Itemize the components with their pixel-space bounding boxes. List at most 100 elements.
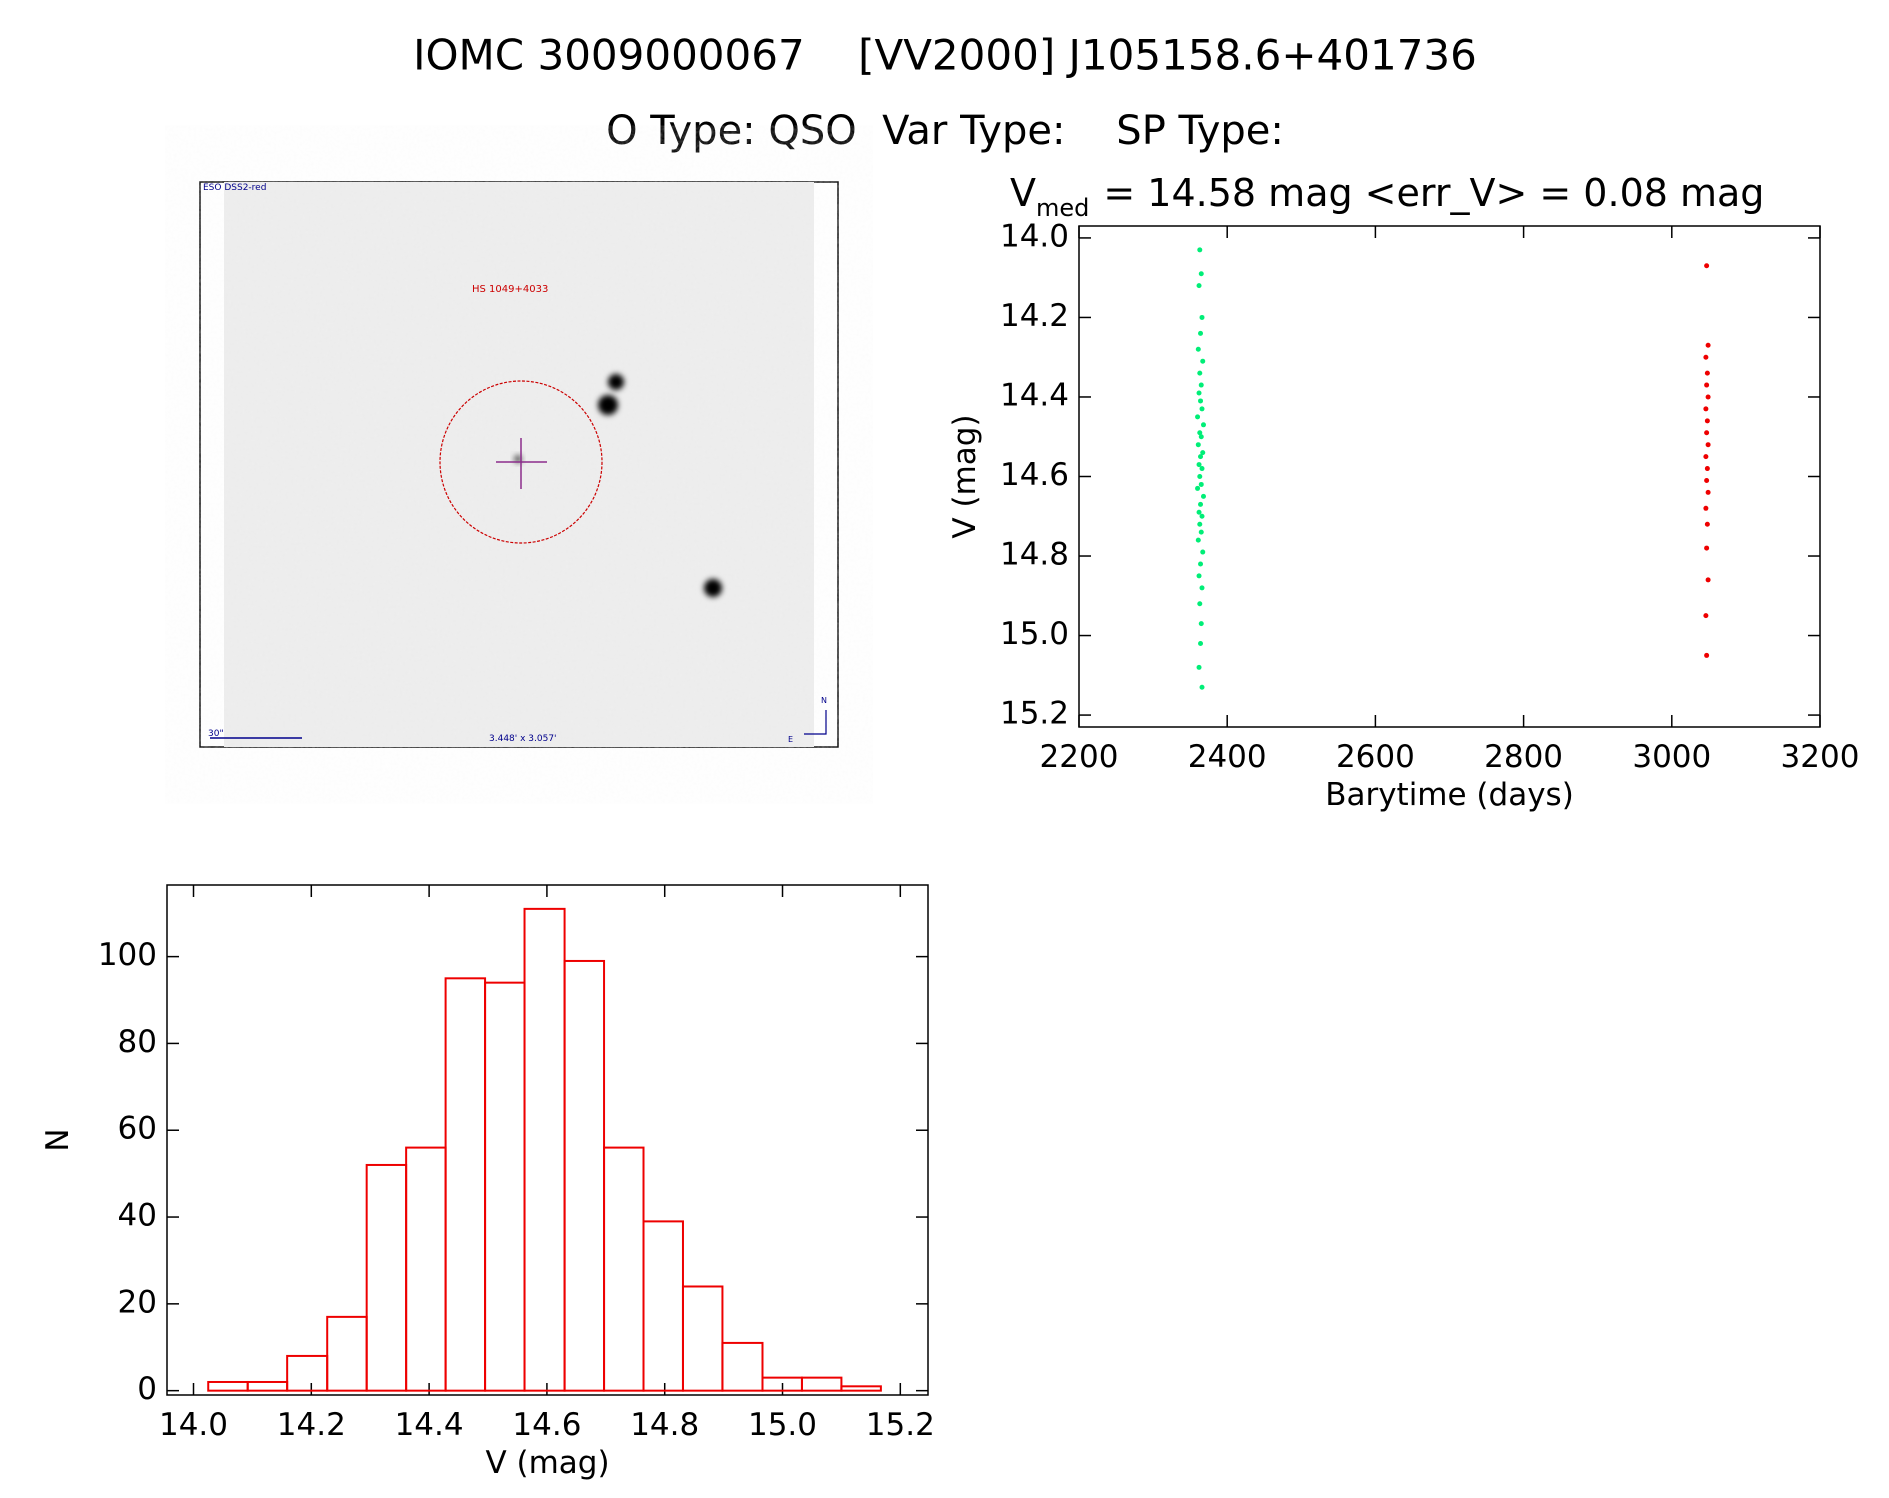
data-point xyxy=(1199,314,1205,320)
data-point xyxy=(1703,505,1709,511)
x-tick-label: 15.0 xyxy=(748,1407,817,1443)
data-point xyxy=(1199,406,1205,412)
data-point xyxy=(1198,501,1204,507)
histogram-bar xyxy=(365,1163,408,1392)
data-point xyxy=(1199,684,1205,690)
data-point xyxy=(1199,466,1205,472)
data-point xyxy=(1704,382,1710,388)
plot-frame xyxy=(1078,225,1821,728)
scale-label: 30" xyxy=(208,729,224,739)
y-tick-label: 14.0 xyxy=(1000,218,1069,254)
data-point xyxy=(1705,342,1711,348)
histogram-bar xyxy=(721,1341,764,1392)
data-point xyxy=(1704,418,1710,424)
data-point xyxy=(1703,406,1709,412)
title-rest: = 14.58 mag <err_V> = 0.08 mag xyxy=(1103,171,1764,215)
data-point xyxy=(1704,466,1710,472)
histogram-bar xyxy=(444,977,487,1392)
data-point xyxy=(1195,414,1201,420)
y-axis-label: N xyxy=(40,1128,76,1151)
subtitle: O Type: QSO Var Type: SP Type: xyxy=(606,108,1284,154)
data-point xyxy=(1199,513,1205,519)
target-circle xyxy=(439,380,603,544)
data-point xyxy=(1196,573,1202,579)
histogram-bar xyxy=(681,1285,724,1392)
data-point xyxy=(1198,330,1204,336)
data-point xyxy=(1197,430,1203,436)
data-point xyxy=(1196,390,1202,396)
y-tick-label: 40 xyxy=(118,1198,157,1234)
data-point xyxy=(1198,529,1204,535)
y-tick-label: 60 xyxy=(118,1111,157,1147)
sky-image: ESO DSS2-red HS 1049+4033 30" 3.448' x 3… xyxy=(199,181,839,748)
title-subscript: med xyxy=(1036,194,1089,222)
data-point xyxy=(1200,549,1206,555)
x-tick-label: 14.8 xyxy=(630,1407,699,1443)
x-axis-label: V (mag) xyxy=(485,1445,609,1481)
data-point xyxy=(1196,283,1202,289)
histogram-bar xyxy=(800,1376,843,1392)
plot-title: Vmed = 14.58 mag <err_V> = 0.08 mag xyxy=(1010,171,1764,222)
title-main: V xyxy=(1010,171,1036,215)
data-point xyxy=(1195,442,1201,448)
histogram-bar xyxy=(484,981,526,1392)
data-point xyxy=(1705,394,1711,400)
x-tick-label: 14.4 xyxy=(395,1407,464,1443)
histogram-bar xyxy=(405,1146,447,1392)
data-point xyxy=(1704,521,1710,527)
data-point xyxy=(1198,382,1204,388)
x-tick-label: 2800 xyxy=(1484,739,1563,775)
y-tick-label: 80 xyxy=(118,1024,157,1060)
data-point xyxy=(1200,358,1206,364)
data-point xyxy=(1195,346,1201,352)
y-tick-label: 100 xyxy=(98,937,157,973)
x-tick-label: 2600 xyxy=(1336,739,1415,775)
data-point xyxy=(1704,430,1710,436)
data-point xyxy=(1199,585,1205,591)
object-label: HS 1049+4033 xyxy=(472,284,548,295)
data-point xyxy=(1195,485,1201,491)
histogram-bar xyxy=(603,1146,645,1392)
compass-north: N xyxy=(821,696,827,705)
y-tick-label: 15.0 xyxy=(1000,616,1069,652)
data-point xyxy=(1198,481,1204,487)
data-point xyxy=(1200,493,1206,499)
data-point xyxy=(1198,271,1204,277)
data-point xyxy=(1195,537,1201,543)
x-axis-label: Barytime (days) xyxy=(1325,777,1574,813)
y-tick-label: 20 xyxy=(118,1284,157,1320)
y-tick-label: 14.6 xyxy=(1000,457,1069,493)
histogram-bar xyxy=(563,959,606,1392)
histogram-bar xyxy=(246,1380,289,1392)
data-point xyxy=(1704,263,1710,269)
data-point xyxy=(1197,370,1203,376)
y-axis-label: V (mag) xyxy=(947,414,983,538)
y-tick-label: 14.2 xyxy=(1000,298,1069,334)
data-point xyxy=(1196,664,1202,670)
plot-frame xyxy=(166,884,929,1396)
star xyxy=(598,395,618,415)
data-point xyxy=(1198,561,1204,567)
histogram-bar xyxy=(840,1385,882,1392)
data-point xyxy=(1198,398,1204,404)
data-point xyxy=(1198,641,1204,646)
data-point xyxy=(1197,601,1203,607)
data-point xyxy=(1704,652,1710,658)
y-tick-label: 14.4 xyxy=(1000,377,1069,413)
histogram-bar xyxy=(523,907,566,1392)
compass-east: E xyxy=(788,735,793,744)
x-tick-label: 3200 xyxy=(1781,739,1860,775)
star xyxy=(704,579,722,597)
x-tick-label: 3000 xyxy=(1632,739,1711,775)
data-point xyxy=(1198,434,1204,440)
x-tick-label: 15.2 xyxy=(866,1407,935,1443)
data-point xyxy=(1704,370,1710,376)
x-tick-label: 14.6 xyxy=(512,1407,581,1443)
data-point xyxy=(1704,545,1710,551)
size-label: 3.448' x 3.057' xyxy=(489,734,557,744)
data-point xyxy=(1196,509,1202,515)
data-point xyxy=(1197,474,1203,479)
x-tick-label: 14.2 xyxy=(277,1407,346,1443)
title: IOMC 3009000067 [VV2000] J105158.6+40173… xyxy=(413,31,1477,80)
